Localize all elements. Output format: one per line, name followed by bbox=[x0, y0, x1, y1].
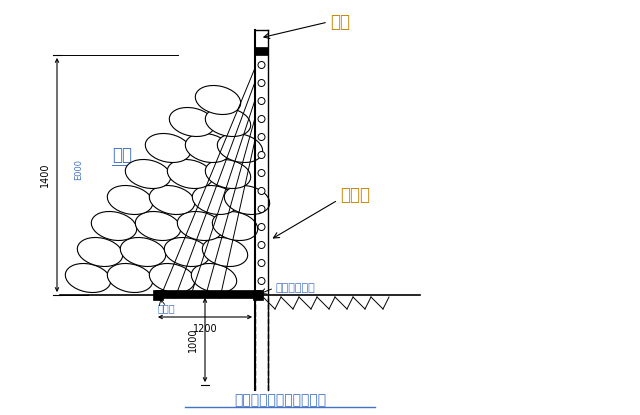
Ellipse shape bbox=[108, 186, 153, 215]
Ellipse shape bbox=[149, 186, 195, 215]
Ellipse shape bbox=[202, 237, 248, 266]
Ellipse shape bbox=[170, 107, 214, 137]
Circle shape bbox=[258, 259, 265, 266]
Circle shape bbox=[258, 205, 265, 212]
Ellipse shape bbox=[164, 237, 210, 266]
Text: 围墙墙体钢管沙袋加固图: 围墙墙体钢管沙袋加固图 bbox=[234, 393, 326, 407]
Circle shape bbox=[258, 134, 265, 141]
Ellipse shape bbox=[205, 159, 251, 188]
Circle shape bbox=[258, 151, 265, 159]
Text: 1400: 1400 bbox=[40, 163, 50, 187]
Ellipse shape bbox=[120, 237, 166, 266]
Text: 临水面: 临水面 bbox=[340, 186, 370, 204]
Text: 1200: 1200 bbox=[193, 324, 218, 334]
Circle shape bbox=[258, 115, 265, 122]
Text: 大垫子: 大垫子 bbox=[158, 303, 175, 313]
Circle shape bbox=[258, 98, 265, 105]
Text: 1000: 1000 bbox=[188, 328, 198, 352]
Ellipse shape bbox=[177, 212, 223, 241]
Circle shape bbox=[258, 224, 265, 230]
Ellipse shape bbox=[186, 134, 230, 163]
Circle shape bbox=[258, 169, 265, 176]
Ellipse shape bbox=[212, 212, 258, 241]
Bar bbox=[153, 290, 163, 300]
Ellipse shape bbox=[65, 264, 111, 293]
Ellipse shape bbox=[149, 264, 195, 293]
Text: E000: E000 bbox=[74, 159, 83, 181]
Ellipse shape bbox=[191, 264, 237, 293]
Circle shape bbox=[258, 278, 265, 285]
Bar bbox=[155, 290, 260, 298]
Ellipse shape bbox=[205, 107, 251, 137]
Ellipse shape bbox=[167, 159, 212, 188]
Text: 钢管打入土体: 钢管打入土体 bbox=[275, 283, 315, 293]
Text: 围挡: 围挡 bbox=[330, 13, 350, 31]
Ellipse shape bbox=[92, 212, 137, 241]
Ellipse shape bbox=[77, 237, 123, 266]
Circle shape bbox=[258, 80, 265, 86]
Bar bbox=[253, 290, 263, 300]
Ellipse shape bbox=[195, 85, 241, 115]
Bar bbox=[255, 47, 268, 55]
Circle shape bbox=[258, 61, 265, 68]
Ellipse shape bbox=[218, 134, 262, 163]
Ellipse shape bbox=[135, 212, 180, 241]
Circle shape bbox=[258, 242, 265, 249]
Ellipse shape bbox=[145, 134, 191, 163]
Text: 砂袋: 砂袋 bbox=[112, 146, 132, 164]
Circle shape bbox=[258, 188, 265, 195]
Ellipse shape bbox=[192, 186, 237, 215]
Ellipse shape bbox=[224, 186, 269, 215]
Ellipse shape bbox=[125, 159, 171, 188]
Ellipse shape bbox=[108, 264, 153, 293]
